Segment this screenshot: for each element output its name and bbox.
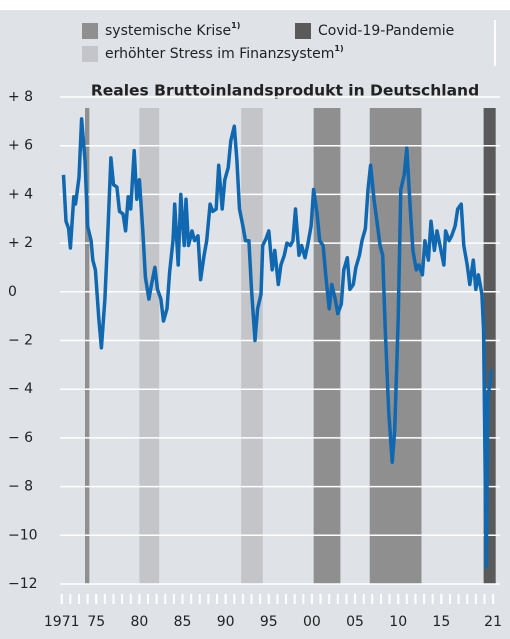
x-tick-label: 85 xyxy=(174,614,192,630)
x-tick-label: 21 xyxy=(484,614,502,630)
x-tick-label: 15 xyxy=(432,614,450,630)
band xyxy=(85,108,90,584)
x-tick-label: 05 xyxy=(346,614,364,630)
chart-title: Reales Bruttoinlandsprodukt in Deutschla… xyxy=(91,82,479,100)
y-tick-label: −12 xyxy=(8,576,38,592)
x-tick-label: 75 xyxy=(87,614,105,630)
y-tick-label: − 8 xyxy=(8,479,33,495)
legend-swatch xyxy=(82,46,98,62)
legend-swatch xyxy=(295,23,311,39)
x-tick-label: 90 xyxy=(217,614,235,630)
band xyxy=(313,108,341,584)
y-tick-label: 0 xyxy=(8,284,17,300)
footnote-mark: 1) xyxy=(231,21,240,30)
footnote-mark: 1) xyxy=(334,44,343,53)
y-tick-label: + 6 xyxy=(8,138,33,154)
band xyxy=(139,108,160,584)
legend-label: erhöhter Stress im Finanzsystem1) xyxy=(105,44,344,63)
y-tick-label: − 4 xyxy=(8,381,33,397)
legend-text: Covid-19-Pandemie xyxy=(318,23,454,39)
y-tick-label: − 6 xyxy=(8,430,33,446)
y-tick-label: + 4 xyxy=(8,186,33,202)
x-tick-label: 00 xyxy=(303,614,321,630)
legend-text: erhöhter Stress im Finanzsystem xyxy=(105,46,334,62)
y-tick-label: + 2 xyxy=(8,235,33,251)
legend-label: systemische Krise1) xyxy=(105,21,240,40)
x-tick-label: 1971 xyxy=(44,614,80,630)
legend-swatch xyxy=(82,23,98,39)
x-tick-label: 80 xyxy=(130,614,148,630)
y-tick-label: + 8 xyxy=(8,89,33,105)
legend-label: Covid-19-Pandemie xyxy=(318,23,454,39)
band xyxy=(241,108,263,584)
y-tick-label: −10 xyxy=(8,527,38,543)
x-tick-label: 10 xyxy=(389,614,407,630)
legend-text: systemische Krise xyxy=(105,23,231,39)
x-tick-label: 95 xyxy=(260,614,278,630)
line xyxy=(61,117,494,569)
y-tick-label: − 2 xyxy=(8,333,33,349)
